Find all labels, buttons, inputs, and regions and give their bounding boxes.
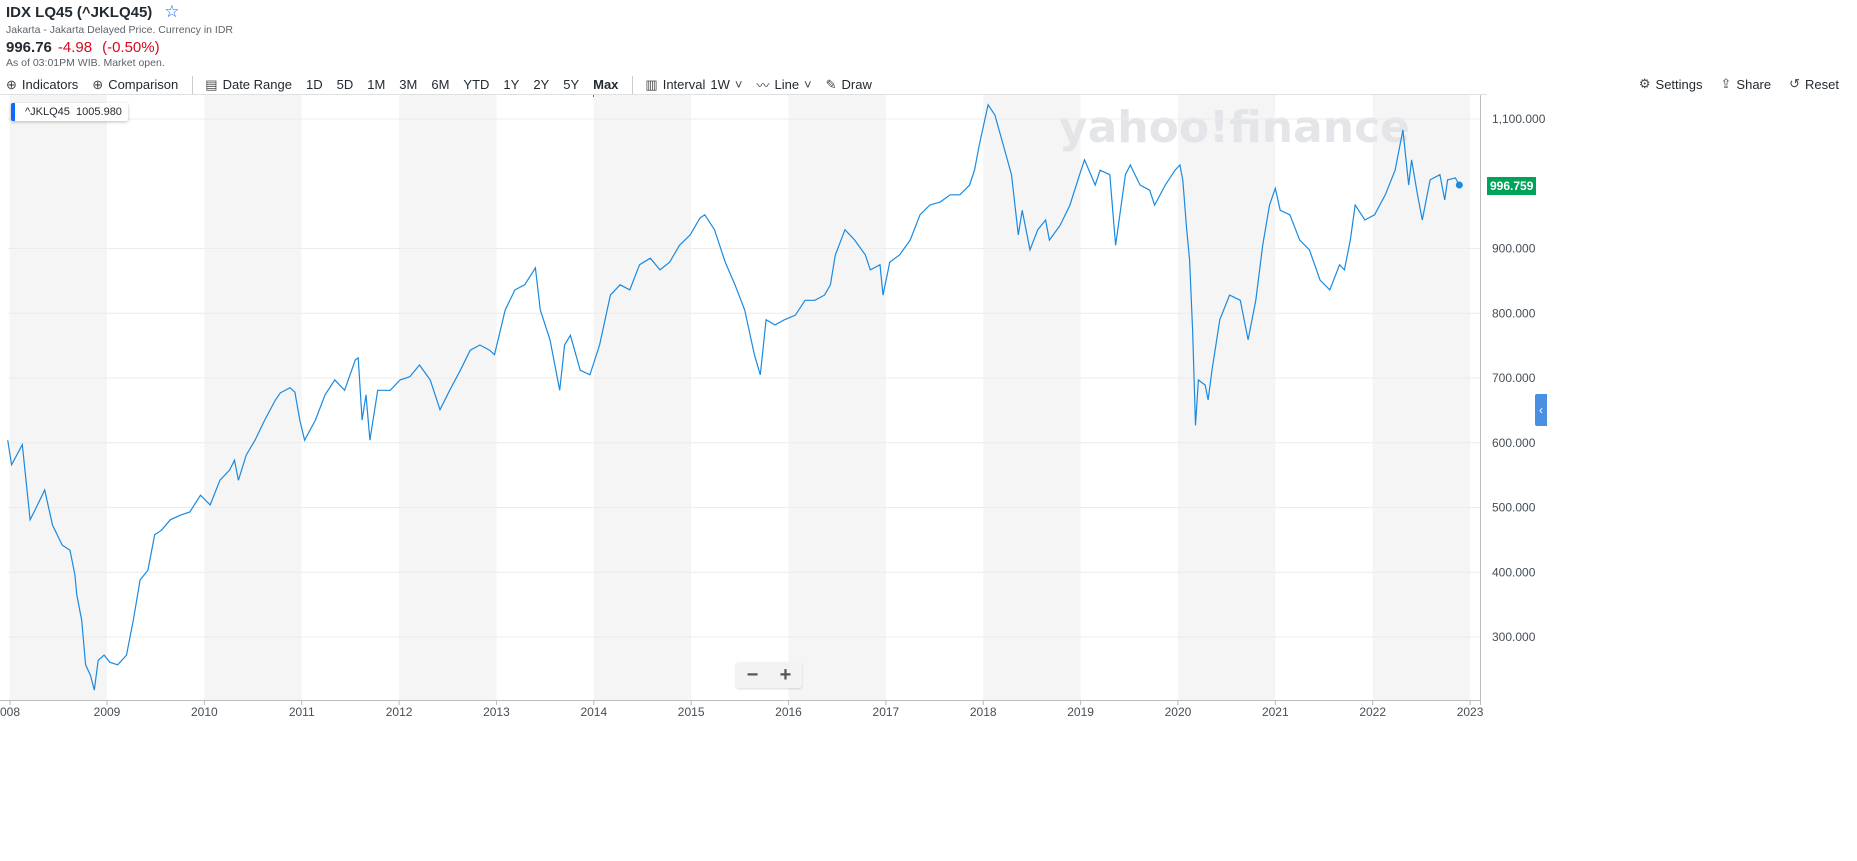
legend-symbol: ^JKLQ45 (25, 106, 70, 118)
star-icon[interactable]: ☆ (164, 2, 180, 21)
chevron-down-icon: ˅ (734, 77, 743, 92)
x-tick-label: 2017 (873, 705, 900, 719)
share-label: Share (1736, 76, 1772, 92)
indicators-button[interactable]: ⊕ Indicators (6, 77, 78, 93)
legend-value: 1005.980 (76, 106, 122, 118)
line-type-dropdown[interactable]: 〰 Line ˅ (756, 75, 811, 94)
range-5y[interactable]: 5Y (563, 77, 580, 92)
price-change: -4.98 (57, 39, 93, 56)
x-tick-label: 2011 (289, 705, 315, 719)
x-tick-label: 2022 (1359, 705, 1386, 719)
x-tick-label: 2020 (1165, 705, 1192, 719)
y-tick-label: 700.000 (1492, 371, 1536, 385)
divider (192, 75, 194, 94)
current-price-tag: 996.759 (1487, 177, 1537, 195)
y-tick-label: 900.000 (1492, 242, 1536, 256)
x-tick-label: 2013 (483, 705, 510, 719)
x-tick-label: 2016 (775, 705, 802, 719)
chart-toolbar: ⊕ Indicators ⊕ Comparison ▤ Date Range 1D 5… (6, 72, 886, 97)
y-tick-label: 300.000 (1492, 630, 1536, 644)
y-tick-label: 800.000 (1492, 306, 1536, 320)
calendar-icon: ▤ (205, 76, 218, 92)
x-tick-label: 2019 (1067, 705, 1094, 719)
range-1m[interactable]: 1M (367, 77, 386, 92)
share-icon: ⇪ (1720, 76, 1732, 91)
price-change-pct: (-0.50%) (102, 39, 160, 56)
x-tick-label: 008 (0, 705, 20, 719)
x-tick-label: 2015 (678, 705, 705, 719)
interval-label: Interval (662, 77, 706, 92)
x-tick-label: 2023 (1457, 705, 1484, 719)
quote-header: IDX LQ45 (^JKLQ45) ☆ Jakarta - Jakarta De… (6, 2, 233, 69)
chart-top-border (0, 94, 1487, 95)
range-ytd[interactable]: YTD (463, 77, 490, 92)
chart-actions: ⚙ Settings ⇪ Share ↺ Reset (1639, 76, 1857, 92)
quote-subtitle: Jakarta - Jakarta Delayed Price. Currenc… (6, 24, 233, 36)
gear-icon: ⚙ (1638, 76, 1651, 91)
settings-label: Settings (1655, 76, 1703, 92)
y-tick-label: 400.000 (1492, 565, 1536, 579)
indicators-label: Indicators (21, 77, 79, 92)
range-6m[interactable]: 6M (431, 77, 450, 92)
year-band (593, 95, 692, 700)
comparison-label: Comparison (108, 77, 179, 92)
collapse-panel-button[interactable]: ‹ (1535, 394, 1547, 426)
zoom-controls: − + (736, 662, 802, 688)
x-tick-label: 2012 (386, 705, 413, 719)
range-2y[interactable]: 2Y (533, 77, 550, 92)
price-line (7, 103, 1460, 691)
divider (632, 75, 634, 94)
x-tick-label: 2018 (970, 705, 997, 719)
plus-circle-icon: ⊕ (92, 76, 104, 92)
reset-button[interactable]: ↺ Reset (1789, 76, 1839, 92)
line-label: Line (774, 77, 800, 92)
draw-label: Draw (841, 77, 872, 92)
interval-dropdown[interactable]: ▥ Interval 1W ˅ (645, 77, 742, 93)
share-button[interactable]: ⇪ Share (1721, 76, 1772, 92)
reset-icon: ↺ (1789, 76, 1801, 91)
pencil-icon: ✎ (825, 76, 837, 92)
zoom-out-button[interactable]: − (746, 664, 759, 686)
x-tick-label: 2014 (580, 705, 607, 719)
range-5d[interactable]: 5D (336, 77, 354, 92)
zoom-in-button[interactable]: + (779, 664, 792, 686)
year-band (788, 95, 886, 700)
quote-title: IDX LQ45 (^JKLQ45) (6, 3, 153, 21)
x-tick-label: 2010 (191, 705, 218, 719)
year-band (983, 95, 1081, 700)
date-range-label: Date Range (222, 77, 292, 92)
chevron-down-icon: ˅ (804, 77, 812, 92)
reset-label: Reset (1805, 76, 1839, 92)
line-chart-icon: 〰 (756, 78, 770, 93)
range-3m[interactable]: 3M (399, 77, 418, 92)
series-legend[interactable]: ^JKLQ45 1005.980 (11, 103, 128, 121)
date-range-button[interactable]: ▤ Date Range (205, 77, 292, 93)
year-band (399, 95, 497, 700)
range-1d[interactable]: 1D (305, 77, 323, 92)
settings-button[interactable]: ⚙ Settings (1639, 76, 1703, 92)
last-price-point (1455, 181, 1463, 189)
year-band (204, 95, 302, 700)
y-tick-label: 600.000 (1492, 436, 1536, 450)
x-tick-label: 2021 (1262, 705, 1289, 719)
year-band (1372, 95, 1471, 700)
comparison-button[interactable]: ⊕ Comparison (92, 77, 178, 93)
plus-circle-icon: ⊕ (6, 76, 17, 92)
year-band (9, 95, 108, 700)
y-tick-label: 1,100.000 (1492, 112, 1546, 126)
year-band (1177, 95, 1276, 700)
draw-button[interactable]: ✎ Draw (826, 77, 872, 93)
interval-value: 1W (710, 77, 730, 92)
y-tick-label: 500.000 (1492, 501, 1536, 515)
as-of-time: As of 03:01PM WIB. Market open. (6, 57, 165, 69)
yahoo-finance-watermark: yahoo!finance (1059, 102, 1410, 153)
x-tick-label: 2009 (94, 705, 121, 719)
last-price: 996.76 (6, 39, 52, 56)
range-1y[interactable]: 1Y (503, 77, 520, 92)
interval-icon: ▥ (645, 76, 658, 92)
